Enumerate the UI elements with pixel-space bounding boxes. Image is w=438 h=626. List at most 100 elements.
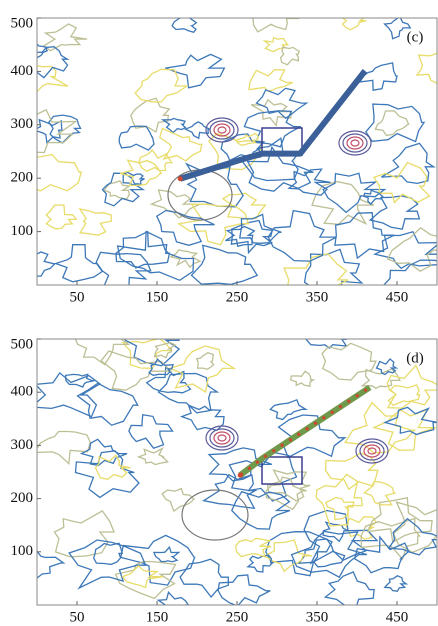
contour: [100, 350, 173, 391]
contour: [383, 259, 437, 285]
contour: [101, 172, 146, 207]
contour: [382, 406, 437, 436]
region-ellipse: [181, 489, 249, 541]
vortex-ring: [205, 425, 239, 451]
contour: [183, 121, 210, 140]
vortex-ring: [217, 126, 227, 134]
y-tick-label: 500: [11, 336, 34, 352]
contour: [37, 430, 92, 465]
contour: [415, 52, 437, 84]
contour: [290, 530, 368, 579]
contour: [74, 450, 140, 499]
contour: [217, 574, 271, 605]
vortex-ring: [342, 133, 368, 153]
contour: [37, 153, 83, 192]
contour: [122, 171, 145, 186]
x-tick-label: 450: [386, 289, 409, 305]
contour: [134, 68, 190, 103]
track-line: [238, 384, 372, 478]
contour: [374, 110, 410, 137]
contour: [152, 545, 181, 563]
contour: [207, 447, 273, 482]
contour: [228, 451, 298, 502]
contour: [381, 142, 436, 185]
contour: [128, 413, 174, 449]
vortex-ring: [363, 444, 381, 458]
contour: [322, 172, 387, 214]
contour: [303, 509, 379, 565]
contour: [37, 65, 69, 93]
contour: [366, 497, 433, 544]
x-tick-label: 50: [70, 609, 85, 625]
contour: [368, 195, 421, 230]
contour: [375, 358, 399, 376]
contour: [255, 87, 309, 120]
contour: [234, 132, 260, 146]
contour: [42, 23, 88, 52]
contour: [179, 558, 229, 599]
contour: [230, 219, 274, 255]
contour: [363, 480, 396, 506]
contour: [53, 243, 104, 283]
contour: [344, 401, 417, 454]
contour: [321, 342, 377, 381]
contour: [68, 539, 147, 590]
contour: [37, 46, 70, 79]
contour: [115, 230, 171, 269]
contour-field: [37, 18, 437, 285]
contour: [315, 473, 364, 527]
contour: [156, 591, 190, 605]
vortex-ring: [367, 447, 377, 455]
contour: [79, 438, 128, 467]
contour: [76, 382, 139, 426]
contour: [160, 117, 187, 134]
contour: [118, 125, 155, 151]
contour: [322, 521, 349, 543]
y-tick-label: 200: [11, 490, 34, 506]
contour: [161, 487, 196, 513]
x-tick-label: 350: [306, 289, 329, 305]
contour: [386, 364, 437, 409]
contour: [239, 213, 282, 244]
vortex-ring: [359, 441, 385, 461]
plot-area: [37, 339, 437, 605]
contour: [365, 103, 426, 143]
contour: [153, 341, 177, 359]
contour: [167, 345, 237, 393]
highlight-box: [261, 456, 303, 485]
contour: [74, 339, 131, 366]
contour: [225, 225, 256, 248]
vortex-ring: [338, 130, 372, 156]
contour: [130, 97, 171, 133]
contour: [263, 539, 313, 573]
contour: [305, 339, 348, 349]
contour: [311, 180, 375, 225]
contour: [363, 189, 385, 206]
y-tick-label: 100: [11, 543, 34, 559]
contour: [37, 43, 48, 59]
contour: [171, 18, 198, 34]
y-tick-label: 300: [11, 116, 34, 132]
contour: [165, 53, 226, 89]
contour: [93, 542, 124, 566]
x-tick-label: 150: [146, 289, 169, 305]
contour: [303, 248, 364, 285]
contour: [64, 373, 95, 388]
contour: [279, 46, 301, 66]
contour: [148, 358, 174, 376]
contour: [195, 351, 215, 370]
contour: [114, 560, 177, 600]
x-tick-label: 50: [70, 289, 85, 305]
y-tick-label: 100: [11, 223, 34, 239]
contour: [265, 476, 307, 511]
contour: [387, 384, 421, 406]
contour: [37, 251, 57, 277]
x-tick-label: 250: [226, 609, 249, 625]
vortex-ring: [209, 120, 235, 140]
contour: [177, 203, 250, 246]
contour: [383, 575, 409, 593]
y-tick-label: 500: [11, 15, 34, 31]
x-tick-label: 250: [226, 289, 249, 305]
contour: [262, 36, 290, 53]
